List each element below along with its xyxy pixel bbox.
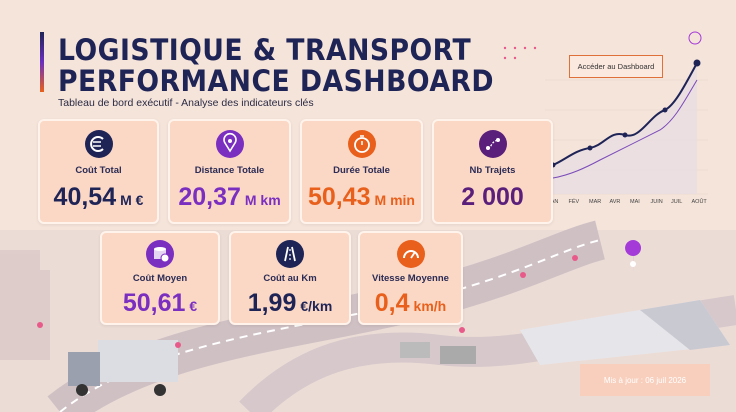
kpi-label: Coût Total [75, 165, 122, 176]
kpi-value: 2 000 [434, 183, 551, 212]
kpi-label: Coût Moyen [132, 273, 188, 284]
kpi-value: 0,4 km/h [360, 289, 461, 318]
kpi-number: 2 000 [461, 183, 524, 211]
update-badge: Mis à jour : 06 juil 2026 [580, 364, 710, 396]
month-label: JUIN [650, 199, 663, 205]
month-label: JAN [548, 199, 559, 205]
kpi-number: 20,37 [178, 183, 241, 211]
kpi-card: Nb Trajets 2 000 [432, 119, 553, 224]
kpi-label: Durée Totale [333, 165, 390, 176]
title: PERFORMANCE DASHBOARD [58, 64, 495, 98]
kpi-number: 50,43 [307, 183, 371, 211]
kpi-number: 50,61 [122, 289, 186, 317]
kpi-unit: € [189, 298, 198, 314]
kpi-card: Distance Totale 20,37 M km [168, 119, 291, 224]
kpi-number: 0,4 [374, 289, 410, 317]
kpi-label: Distance Totale [194, 165, 265, 176]
kpi-icon [84, 130, 113, 158]
kpi-value: 40,54 M € [40, 183, 157, 212]
kpi-icon [347, 130, 376, 158]
kpi-card: Coût Total 40,54 M € [38, 119, 159, 224]
title: LOGISTIQUE & TRANSPORT [58, 33, 472, 67]
kpi-value: 1,99 €/km [231, 289, 349, 318]
kpi-unit: km/h [413, 298, 447, 314]
trend-chart [503, 31, 708, 195]
kpi-label: Nb Trajets [469, 165, 516, 176]
kpi-unit: M € [120, 192, 144, 208]
truck [68, 340, 178, 396]
month-label: AVR [609, 199, 621, 205]
kpi-icon [396, 240, 425, 268]
kpi-unit: M km [244, 192, 281, 208]
month-label: FÉV [568, 199, 580, 205]
title-accent [40, 32, 44, 92]
kpi-unit: M min [374, 192, 415, 208]
kpi-value: 50,61 € [102, 289, 218, 318]
kpi-label: Vitesse Moyenne [372, 273, 449, 284]
kpi-card: Vitesse Moyenne 0,4 km/h [358, 231, 463, 325]
month-label: AOÛT [691, 199, 707, 205]
kpi-icon [215, 130, 244, 158]
kpi-icon [146, 240, 174, 268]
kpi-label: Coût au Km [263, 273, 317, 284]
kpi-card: Coût Moyen 50,61 € [100, 231, 220, 325]
kpi-value: 20,37 M km [170, 183, 289, 212]
subtitle: Tableau de bord exécutif - Analyse des i… [58, 97, 314, 109]
dashboard-button[interactable]: Accéder au Dashboard [569, 55, 663, 78]
kpi-icon [276, 240, 304, 268]
kpi-value: 50,43 M min [302, 183, 421, 212]
month-label: MAI [630, 199, 640, 205]
kpi-card: Coût au Km 1,99 €/km [229, 231, 351, 325]
kpi-icon [478, 130, 507, 158]
kpi-unit: €/km [300, 298, 333, 314]
month-label: JUIL [671, 199, 683, 205]
kpi-number: 40,54 [53, 183, 117, 211]
kpi-card: Durée Totale 50,43 M min [300, 119, 423, 224]
month-label: MAR [589, 199, 602, 205]
kpi-number: 1,99 [247, 289, 297, 317]
